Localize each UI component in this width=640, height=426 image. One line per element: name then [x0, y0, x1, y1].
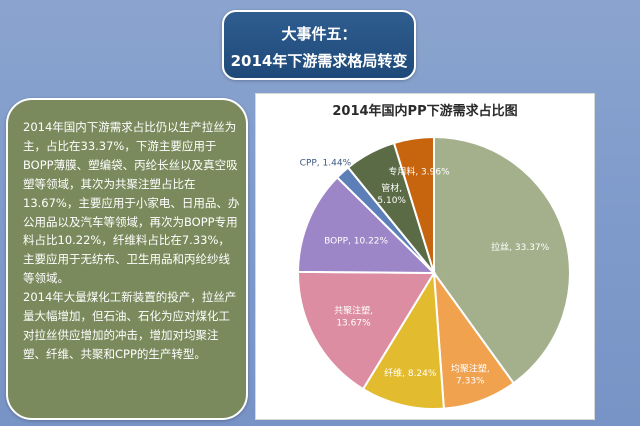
pie-slice-label-2: 纤维, 8.24% [384, 367, 437, 379]
pie-slice-4 [296, 176, 437, 275]
pie-chart-panel: 2014年国内PP下游需求占比图 拉丝, 33.37% 均聚注塑, 7.33% 纤维,… [255, 93, 595, 420]
pie-slice-label-7: 专用料, 3.96% [388, 166, 450, 178]
pie-slice-label-6: 管材, 5.10% [377, 182, 406, 206]
description-paragraph-2: 2014年大量煤化工新装置的投产，拉丝产量大幅增加，但石油、石化为应对煤化工对拉… [23, 290, 237, 361]
event-title-line1: 大事件五： [281, 25, 357, 43]
pie-slice-2 [361, 269, 445, 410]
pie-slice-label-5: CPP, 1.44% [300, 158, 352, 168]
pie-slice-label-3: 共聚注塑, 13.67% [334, 305, 373, 329]
pie-slice-7 [392, 135, 435, 274]
pie-slice-label-1: 均聚注塑, 7.33% [451, 363, 490, 387]
pie-chart: 拉丝, 33.37% 均聚注塑, 7.33% 纤维, 8.24% 共聚注塑, 13.67%… [296, 135, 571, 410]
description-panel: 2014年国内下游需求占比仍以生产拉丝为主，占比在33.37%，下游主要应用于B… [6, 98, 248, 420]
pie-slice-0 [433, 135, 571, 385]
event-title-box: 大事件五： 2014年下游需求格局转变 [222, 10, 416, 80]
chart-title: 2014年国内PP下游需求占比图 [332, 104, 518, 119]
event-title-line2: 2014年下游需求格局转变 [230, 52, 408, 70]
pie-slice-label-4: BOPP, 10.22% [324, 237, 388, 247]
description-text: 2014年国内下游需求占比仍以生产拉丝为主，占比在33.37%，下游主要应用于B… [23, 118, 241, 364]
pie-slice-label-0: 拉丝, 33.37% [491, 241, 549, 253]
description-paragraph-1: 2014年国内下游需求占比仍以生产拉丝为主，占比在33.37%，下游主要应用于B… [23, 120, 240, 286]
pie-slice-3 [296, 270, 436, 391]
